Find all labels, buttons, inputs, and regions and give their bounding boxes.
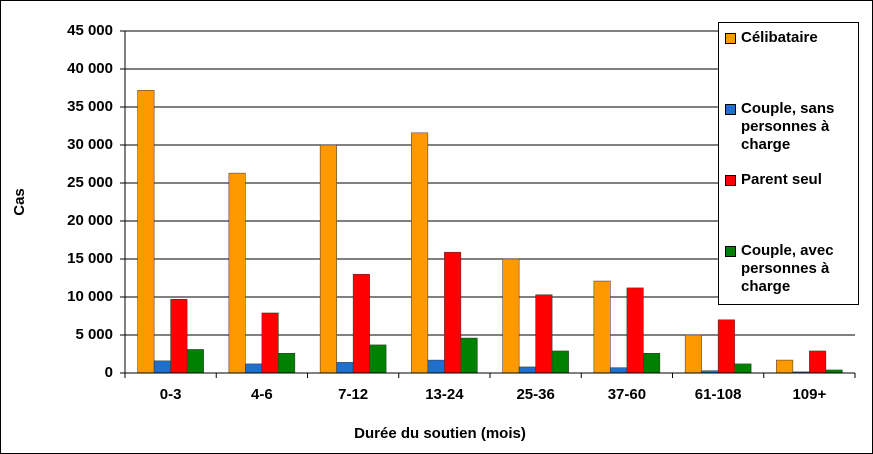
x-tick-label: 25-36 <box>516 386 554 403</box>
bar <box>518 366 536 374</box>
bar <box>684 334 702 374</box>
legend-label: Couple, avec personnes à charge <box>741 242 834 295</box>
legend-item: Couple, avec personnes à charge <box>725 242 852 313</box>
legend: Célibataire Couple, sans personnes à char… <box>718 22 859 305</box>
y-tick-label: 5 000 <box>75 326 113 343</box>
x-tick-label: 61-108 <box>695 386 742 403</box>
y-tick-label: 15 000 <box>67 250 113 267</box>
bar <box>411 132 429 374</box>
bar <box>626 287 644 374</box>
x-axis-title: Durée du soutien (mois) <box>354 425 526 442</box>
bar <box>643 352 661 374</box>
x-tick-label: 37-60 <box>608 386 646 403</box>
bar <box>593 280 611 374</box>
legend-swatch <box>725 246 736 257</box>
x-tick-label: 4-6 <box>251 386 273 403</box>
bar <box>809 350 827 374</box>
bar <box>427 359 445 374</box>
bar <box>460 337 478 374</box>
y-tick-label: 0 <box>105 364 113 381</box>
bar <box>245 363 263 374</box>
y-tick-label: 25 000 <box>67 174 113 191</box>
x-tick-label: 0-3 <box>160 386 182 403</box>
bar <box>278 352 296 374</box>
bar <box>137 90 155 374</box>
bar <box>734 363 752 374</box>
x-tick-label: 7-12 <box>338 386 368 403</box>
legend-swatch <box>725 33 736 44</box>
legend-label: Couple, sans personnes à charge <box>741 100 835 153</box>
bar <box>610 367 628 374</box>
bar <box>319 144 337 374</box>
y-axis-title: Cas <box>11 188 28 216</box>
bar <box>369 344 387 374</box>
x-tick-label: 13-24 <box>425 386 464 403</box>
x-tick-label: 109+ <box>792 386 826 403</box>
y-tick-label: 45 000 <box>67 22 113 39</box>
legend-item: Couple, sans personnes à charge <box>725 100 852 171</box>
bar <box>186 349 204 374</box>
y-tick-label: 35 000 <box>67 98 113 115</box>
legend-item: Parent seul <box>725 171 852 242</box>
bar <box>717 319 735 374</box>
bar <box>551 350 569 374</box>
legend-swatch <box>725 104 736 115</box>
bar <box>444 251 462 374</box>
y-tick-label: 40 000 <box>67 60 113 77</box>
bar <box>336 362 354 374</box>
bar <box>352 273 370 374</box>
bar <box>228 172 246 374</box>
y-tick-label: 10 000 <box>67 288 113 305</box>
bar <box>261 312 279 374</box>
y-tick-label: 30 000 <box>67 136 113 153</box>
bar <box>153 360 171 374</box>
legend-label: Célibataire <box>741 29 818 46</box>
legend-item: Célibataire <box>725 29 852 100</box>
y-tick-label: 20 000 <box>67 212 113 229</box>
bar <box>502 258 520 374</box>
legend-label: Parent seul <box>741 171 822 188</box>
bar <box>776 359 794 374</box>
bar <box>535 294 553 374</box>
bar <box>170 299 188 374</box>
legend-swatch <box>725 175 736 186</box>
